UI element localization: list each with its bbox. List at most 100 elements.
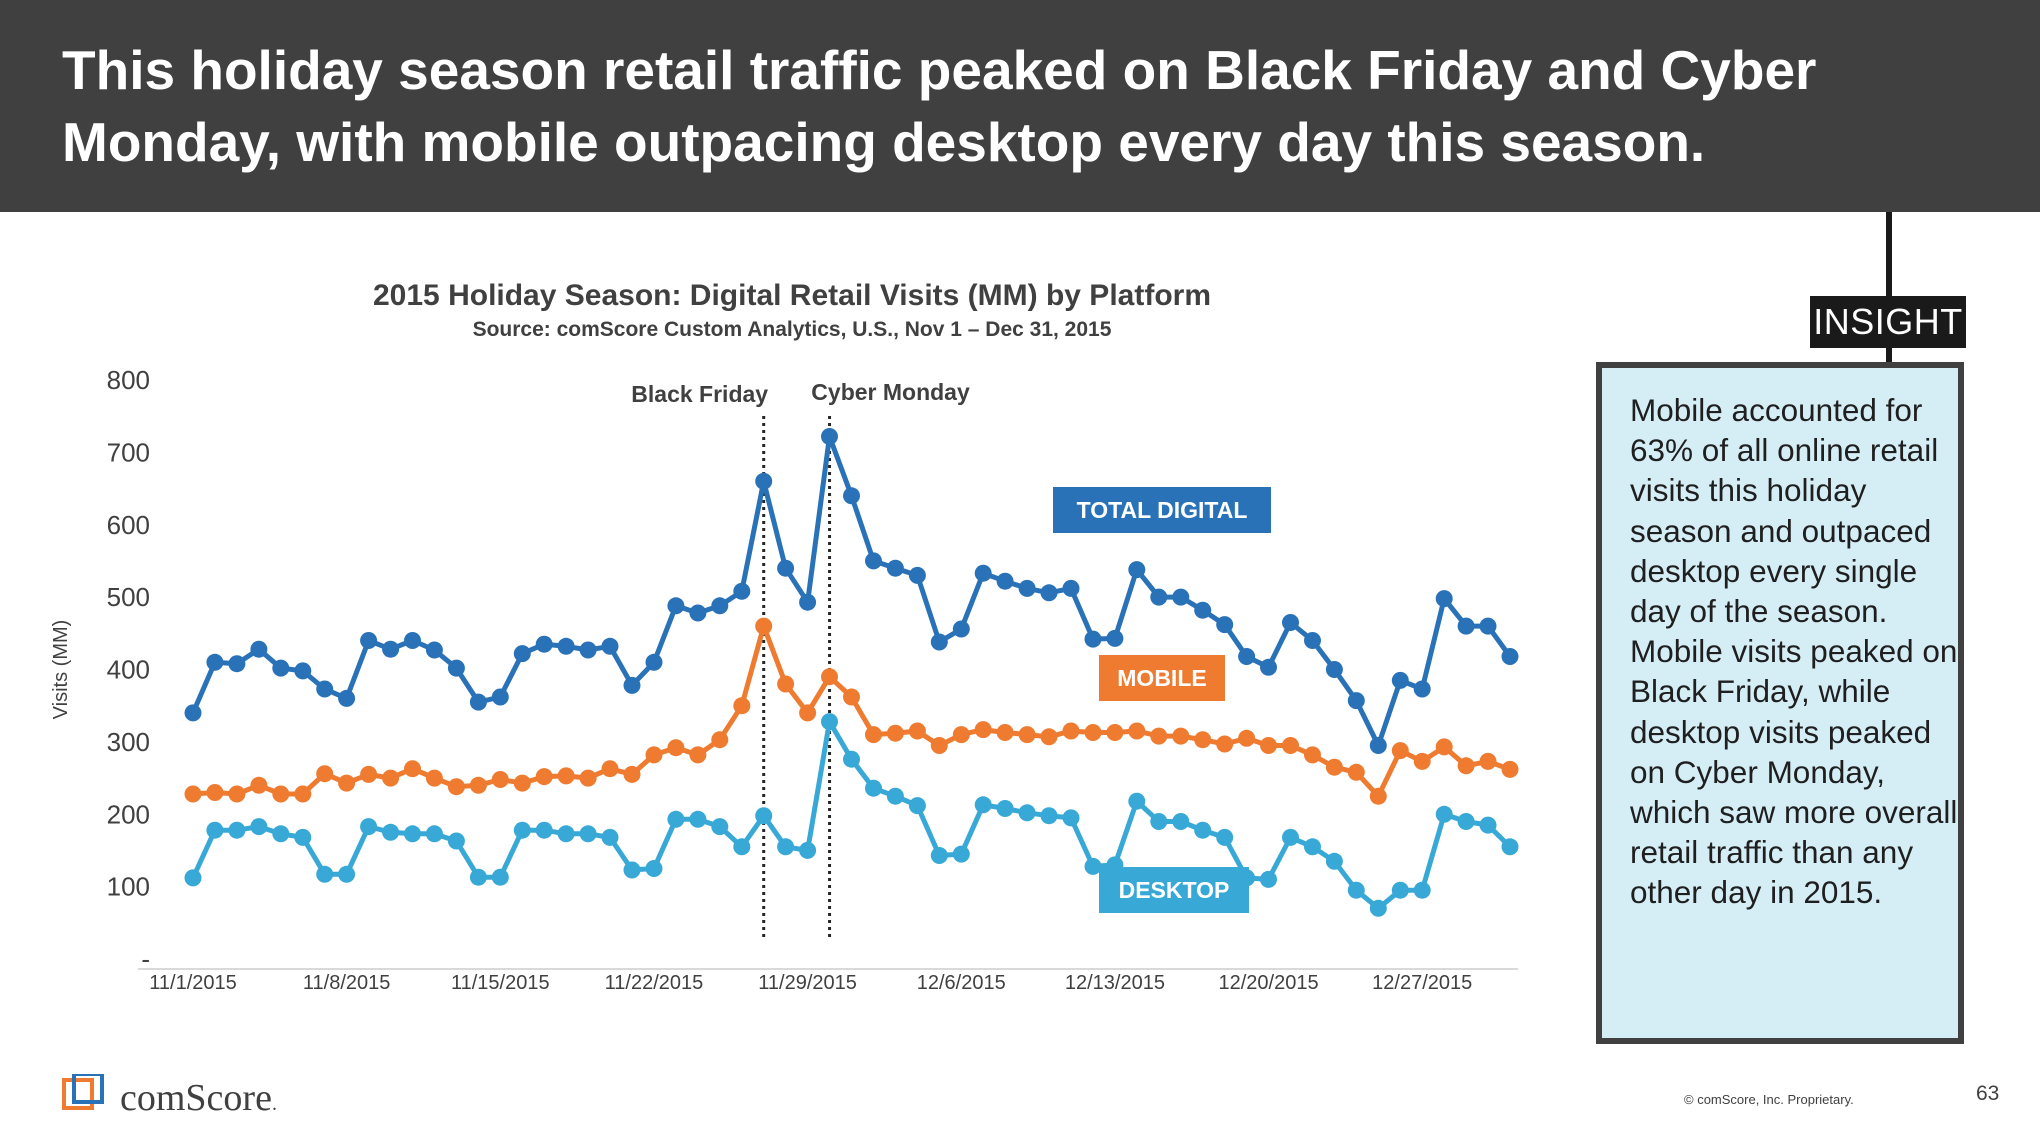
y-tick-label: 700 xyxy=(107,437,150,467)
data-point-desktop xyxy=(250,818,268,836)
data-point-mobile xyxy=(272,785,290,803)
data-point-mobile xyxy=(1018,726,1036,744)
data-point-mobile xyxy=(1369,787,1387,805)
data-point-desktop xyxy=(535,821,553,839)
data-point-total xyxy=(579,641,597,659)
data-point-desktop xyxy=(1325,852,1343,870)
series-label-mobile: MOBILE xyxy=(1117,665,1206,691)
data-point-desktop xyxy=(382,823,400,841)
data-point-mobile xyxy=(886,724,904,742)
data-point-mobile xyxy=(294,785,312,803)
data-point-desktop xyxy=(1194,821,1212,839)
data-point-desktop xyxy=(1128,792,1146,810)
data-point-total xyxy=(974,564,992,582)
annotation-label: Cyber Monday xyxy=(811,379,970,405)
page-number: 63 xyxy=(1976,1082,2000,1105)
data-point-desktop xyxy=(601,828,619,846)
data-point-total xyxy=(1325,661,1343,678)
data-point-total xyxy=(1062,579,1080,597)
data-point-desktop xyxy=(1479,816,1497,834)
y-tick-label: 600 xyxy=(107,510,150,540)
data-point-total xyxy=(447,659,465,677)
data-point-total xyxy=(1238,648,1256,665)
data-point-total xyxy=(1040,584,1058,602)
data-point-mobile xyxy=(1128,722,1146,740)
data-point-mobile xyxy=(1238,729,1256,747)
data-point-total xyxy=(382,640,400,658)
data-point-desktop xyxy=(1435,805,1453,823)
insight-text: Mobile accounted for 63% of all online r… xyxy=(1630,392,1958,911)
data-point-desktop xyxy=(1084,857,1102,875)
data-point-mobile xyxy=(1435,738,1453,756)
data-point-total xyxy=(952,620,970,638)
y-tick-label: - xyxy=(141,944,150,974)
data-point-total xyxy=(250,640,268,658)
data-point-total xyxy=(491,688,509,706)
data-point-mobile xyxy=(799,704,817,722)
data-point-total xyxy=(206,653,224,671)
data-point-total xyxy=(1391,671,1409,689)
data-point-desktop xyxy=(447,832,465,850)
data-point-mobile xyxy=(1457,757,1475,775)
data-point-mobile xyxy=(1216,735,1234,753)
data-point-desktop xyxy=(667,810,685,828)
x-tick-label: 12/20/2015 xyxy=(1218,972,1318,994)
data-point-desktop xyxy=(206,821,224,839)
series-label-total: TOTAL DIGITAL xyxy=(1077,497,1248,523)
data-point-desktop xyxy=(865,779,882,797)
data-point-total xyxy=(294,662,312,680)
data-point-desktop xyxy=(886,787,904,805)
data-point-mobile xyxy=(689,746,707,764)
comscore-logo-wordmark: comScore. xyxy=(120,1077,277,1119)
comscore-logo-icon xyxy=(62,1074,104,1110)
data-point-total xyxy=(601,637,619,655)
data-point-desktop xyxy=(930,847,948,864)
data-point-desktop xyxy=(623,861,641,879)
data-point-total xyxy=(469,693,487,711)
insight-tag: INSIGHT xyxy=(1810,296,1966,348)
y-tick-label: 300 xyxy=(107,727,150,757)
data-point-mobile xyxy=(996,724,1014,741)
series-label-box-total xyxy=(1053,487,1271,533)
data-point-mobile xyxy=(777,675,795,693)
data-point-total xyxy=(360,632,378,649)
data-point-mobile xyxy=(908,722,926,740)
data-point-mobile xyxy=(447,778,465,796)
data-point-mobile xyxy=(535,768,553,786)
data-point-total xyxy=(733,582,751,600)
data-point-desktop xyxy=(689,810,707,828)
y-tick-label: 800 xyxy=(107,365,150,395)
data-point-desktop xyxy=(645,860,663,877)
data-point-total xyxy=(316,680,334,698)
data-point-desktop xyxy=(404,825,421,843)
data-point-total xyxy=(1435,590,1453,608)
data-point-desktop xyxy=(1501,838,1519,856)
series-label-desktop: DESKTOP xyxy=(1119,877,1230,903)
data-point-total xyxy=(821,428,838,445)
data-point-mobile xyxy=(1194,731,1212,749)
data-point-mobile xyxy=(1391,742,1409,760)
data-point-total xyxy=(1194,601,1212,619)
data-point-total xyxy=(513,645,531,663)
data-point-mobile xyxy=(1347,763,1365,781)
data-point-total xyxy=(755,472,773,490)
data-point-desktop xyxy=(491,868,509,886)
x-tick-label: 11/1/2015 xyxy=(149,972,237,994)
y-tick-label: 400 xyxy=(107,655,150,685)
data-point-mobile xyxy=(1084,724,1102,741)
insight-box: Mobile accounted for 63% of all online r… xyxy=(1596,362,1964,1044)
data-point-total xyxy=(1106,629,1124,647)
data-point-total xyxy=(338,689,356,707)
data-point-mobile xyxy=(425,769,443,787)
copyright-text: © comScore, Inc. Proprietary. xyxy=(1684,1092,1854,1107)
insight-connector-line xyxy=(1886,212,1892,370)
data-point-desktop xyxy=(1260,870,1277,888)
annotation-label: Black Friday xyxy=(631,381,768,407)
data-point-desktop xyxy=(1062,809,1080,827)
data-point-total xyxy=(996,572,1014,590)
y-axis-label: Visits (MM) xyxy=(50,620,72,720)
data-point-total xyxy=(1369,737,1387,754)
data-point-desktop xyxy=(360,818,378,836)
y-tick-label: 200 xyxy=(107,799,150,829)
data-point-total xyxy=(425,641,443,659)
